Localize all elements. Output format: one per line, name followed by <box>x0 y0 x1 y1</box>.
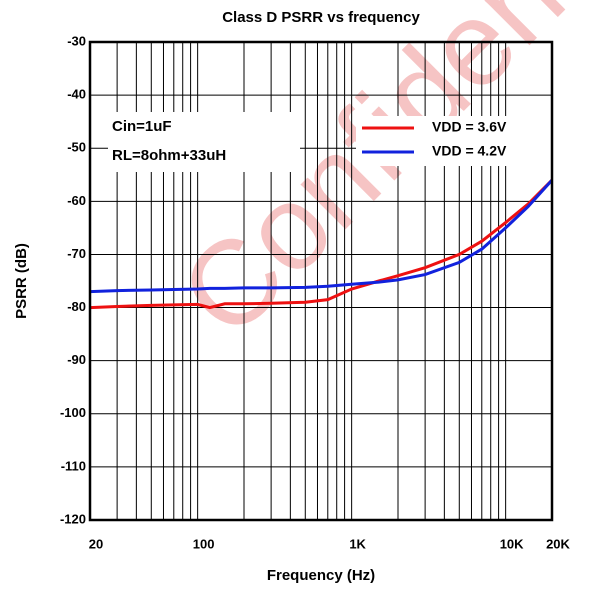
y-tick-label: -110 <box>61 458 86 473</box>
y-tick-label: -40 <box>67 87 86 102</box>
y-tick-label: -60 <box>67 193 86 208</box>
y-axis-label: PSRR (dB) <box>13 243 30 319</box>
x-tick-label: 10K <box>500 536 524 551</box>
y-tick-label: -30 <box>67 33 86 48</box>
chart-title: Class D PSRR vs frequency <box>222 9 420 26</box>
annotation-box <box>108 112 300 172</box>
y-tick-label: -100 <box>60 405 86 420</box>
x-axis-label: Frequency (Hz) <box>267 567 375 584</box>
x-tick-label: 100 <box>193 536 215 551</box>
data-line <box>89 179 554 310</box>
legend: VDD = 3.6V VDD = 4.2V <box>356 116 552 166</box>
legend-box <box>356 116 552 166</box>
annotation: RL=8ohm+33uH <box>112 147 226 164</box>
y-tick-label: -120 <box>60 511 86 526</box>
x-tick-label: 1K <box>349 536 366 551</box>
legend-label: VDD = 4.2V <box>432 143 507 159</box>
y-tick-label: -80 <box>67 299 86 314</box>
x-tick-label: 20K <box>546 536 570 551</box>
plot-frame <box>88 40 554 522</box>
x-tick-label: 20 <box>89 536 103 551</box>
y-tick-label: -50 <box>67 140 86 155</box>
annotation: Cin=1uF <box>112 118 172 135</box>
data-line <box>89 179 554 294</box>
y-tick-label: -90 <box>67 352 86 367</box>
y-tick-label: -70 <box>67 246 86 261</box>
legend-label: VDD = 3.6V <box>432 119 507 135</box>
